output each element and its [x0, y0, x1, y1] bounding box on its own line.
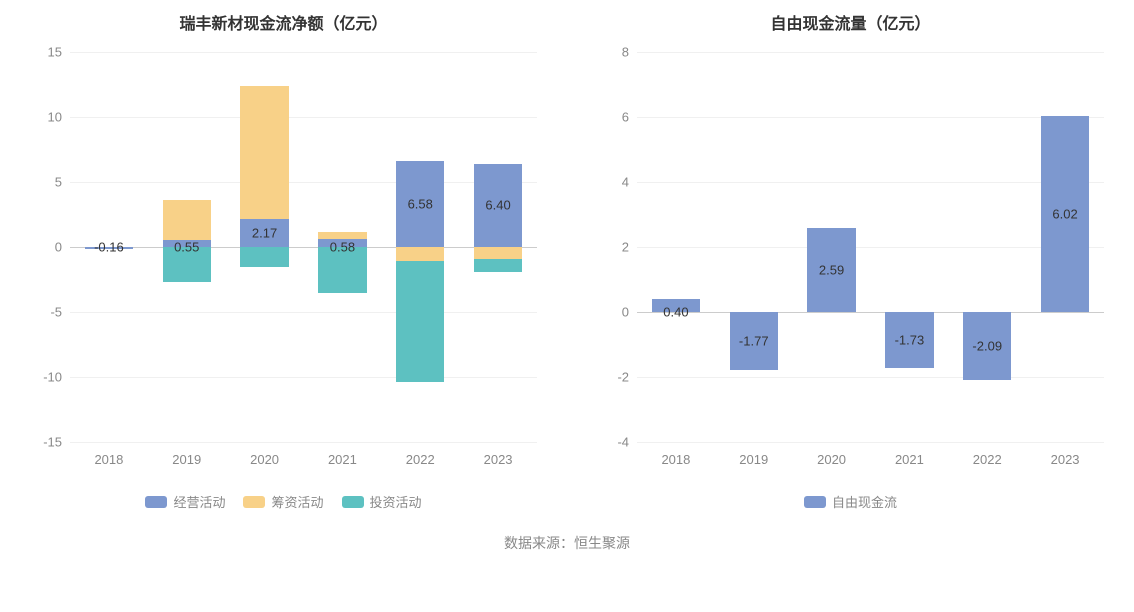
- charts-row: 瑞丰新材现金流净额（亿元） -15-10-5051015201820192020…: [0, 0, 1134, 525]
- bar-value-label: 0.40: [663, 304, 688, 319]
- left-legend: 经营活动 筹资活动 投资活动: [10, 482, 557, 525]
- legend-swatch: [145, 496, 167, 508]
- bar-value-label: -2.09: [972, 338, 1002, 353]
- zero-line: [637, 312, 1104, 313]
- legend-item-operating: 经营活动: [145, 492, 225, 511]
- x-tick-label: 2023: [484, 452, 513, 467]
- left-chart-panel: 瑞丰新材现金流净额（亿元） -15 -10 -5 0 5 10 15 2018 2019 2020…: [0, 0, 567, 525]
- legend-swatch: [342, 496, 364, 508]
- bar-group: -2.09: [963, 52, 1011, 442]
- left-chart-title: 瑞丰新材现金流净额（亿元）: [10, 10, 557, 34]
- y-tick-label: 0: [622, 304, 629, 319]
- bar-value-label: 6.58: [408, 197, 433, 212]
- x-tick-label: 2018: [94, 452, 123, 467]
- grid-line: [637, 52, 1104, 53]
- bar-group: 2.17: [240, 52, 288, 442]
- bar-value-label: 6.02: [1052, 207, 1077, 222]
- bar-group: -1.77: [730, 52, 778, 442]
- legend-label: 筹资活动: [271, 492, 323, 511]
- bar-group: 6.40: [474, 52, 522, 442]
- x-tick-label: 2021: [328, 452, 357, 467]
- bar-value-label: 2.17: [252, 225, 277, 240]
- y-tick-label: 5: [55, 174, 62, 189]
- right-chart-area: -4 -2 0 2 4 6 8 2018 2019 2020 2021 2022 2023 0.40 -1.…: [577, 42, 1124, 482]
- bar-group: -0.16: [85, 52, 133, 442]
- grid-line: [637, 442, 1104, 443]
- bar-segment-financing: [474, 247, 522, 259]
- left-chart-area: -15 -10 -5 0 5 10 15 2018 2019 2020 2021 2022 2023 -0…: [10, 42, 557, 482]
- bar-group: -1.73: [885, 52, 933, 442]
- x-tick-label: 2023: [1051, 452, 1080, 467]
- bar-group: 0.40: [652, 52, 700, 442]
- bar-segment-financing: [396, 247, 444, 261]
- x-tick-label: 2022: [973, 452, 1002, 467]
- bar-value-label: -1.77: [739, 333, 769, 348]
- grid-line: [637, 117, 1104, 118]
- bar-value-label: 0.55: [174, 240, 199, 255]
- bar-segment-financing: [240, 86, 288, 219]
- bar-segment-investing: [396, 261, 444, 382]
- y-tick-label: -2: [617, 370, 629, 385]
- y-tick-label: 2: [622, 240, 629, 255]
- bar-group: 2.59: [807, 52, 855, 442]
- y-tick-label: 4: [622, 174, 629, 189]
- figure-container: 瑞丰新材现金流净额（亿元） -15-10-5051015201820192020…: [0, 0, 1134, 567]
- grid-line: [70, 117, 537, 118]
- right-chart-panel: 自由现金流量（亿元） -4 -2 0 2 4 6 8 2018 2019 2020 2021 2022…: [567, 0, 1134, 525]
- bar-segment-financing: [318, 232, 366, 240]
- bar-group: 0.58: [318, 52, 366, 442]
- bar-segment-investing: [474, 259, 522, 272]
- grid-line: [637, 247, 1104, 248]
- bar-value-label: 0.58: [330, 240, 355, 255]
- grid-line: [70, 442, 537, 443]
- bar-group: 0.55: [163, 52, 211, 442]
- legend-label: 自由现金流: [832, 492, 897, 511]
- bar-value-label: -1.73: [895, 333, 925, 348]
- x-tick-label: 2021: [895, 452, 924, 467]
- bar-value-label: 6.40: [485, 198, 510, 213]
- y-tick-label: 10: [48, 109, 62, 124]
- bar-segment-financing: [163, 200, 211, 240]
- x-tick-label: 2019: [739, 452, 768, 467]
- y-tick-label: -4: [617, 435, 629, 450]
- y-tick-label: -5: [50, 304, 62, 319]
- legend-item-investing: 投资活动: [342, 492, 422, 511]
- bar-value-label: -0.16: [94, 240, 124, 255]
- grid-line: [637, 182, 1104, 183]
- y-tick-label: 0: [55, 240, 62, 255]
- grid-line: [70, 52, 537, 53]
- x-tick-label: 2020: [250, 452, 279, 467]
- y-tick-label: -10: [43, 370, 62, 385]
- x-tick-label: 2022: [406, 452, 435, 467]
- bar-value-label: 2.59: [819, 262, 844, 277]
- grid-line: [70, 377, 537, 378]
- legend-swatch: [243, 496, 265, 508]
- legend-label: 投资活动: [370, 492, 422, 511]
- left-plot: -15-10-5051015201820192020202120222023-0…: [70, 52, 537, 442]
- legend-swatch: [804, 496, 826, 508]
- zero-line: [70, 247, 537, 248]
- y-tick-label: 15: [48, 45, 62, 60]
- legend-item-financing: 筹资活动: [243, 492, 323, 511]
- x-tick-label: 2020: [817, 452, 846, 467]
- right-legend: 自由现金流: [577, 482, 1124, 525]
- bar-group: 6.58: [396, 52, 444, 442]
- bar-group: 6.02: [1041, 52, 1089, 442]
- grid-line: [70, 182, 537, 183]
- x-tick-label: 2018: [661, 452, 690, 467]
- data-source-citation: 数据来源：恒生聚源: [0, 525, 1134, 567]
- legend-label: 经营活动: [173, 492, 225, 511]
- right-chart-title: 自由现金流量（亿元）: [577, 10, 1124, 34]
- grid-line: [637, 377, 1104, 378]
- legend-item-fcf: 自由现金流: [804, 492, 897, 511]
- y-tick-label: 6: [622, 109, 629, 124]
- y-tick-label: -15: [43, 435, 62, 450]
- x-tick-label: 2019: [172, 452, 201, 467]
- right-plot: -4-2024682018201920202021202220230.40-1.…: [637, 52, 1104, 442]
- grid-line: [70, 312, 537, 313]
- y-tick-label: 8: [622, 45, 629, 60]
- bar-segment-investing: [240, 247, 288, 267]
